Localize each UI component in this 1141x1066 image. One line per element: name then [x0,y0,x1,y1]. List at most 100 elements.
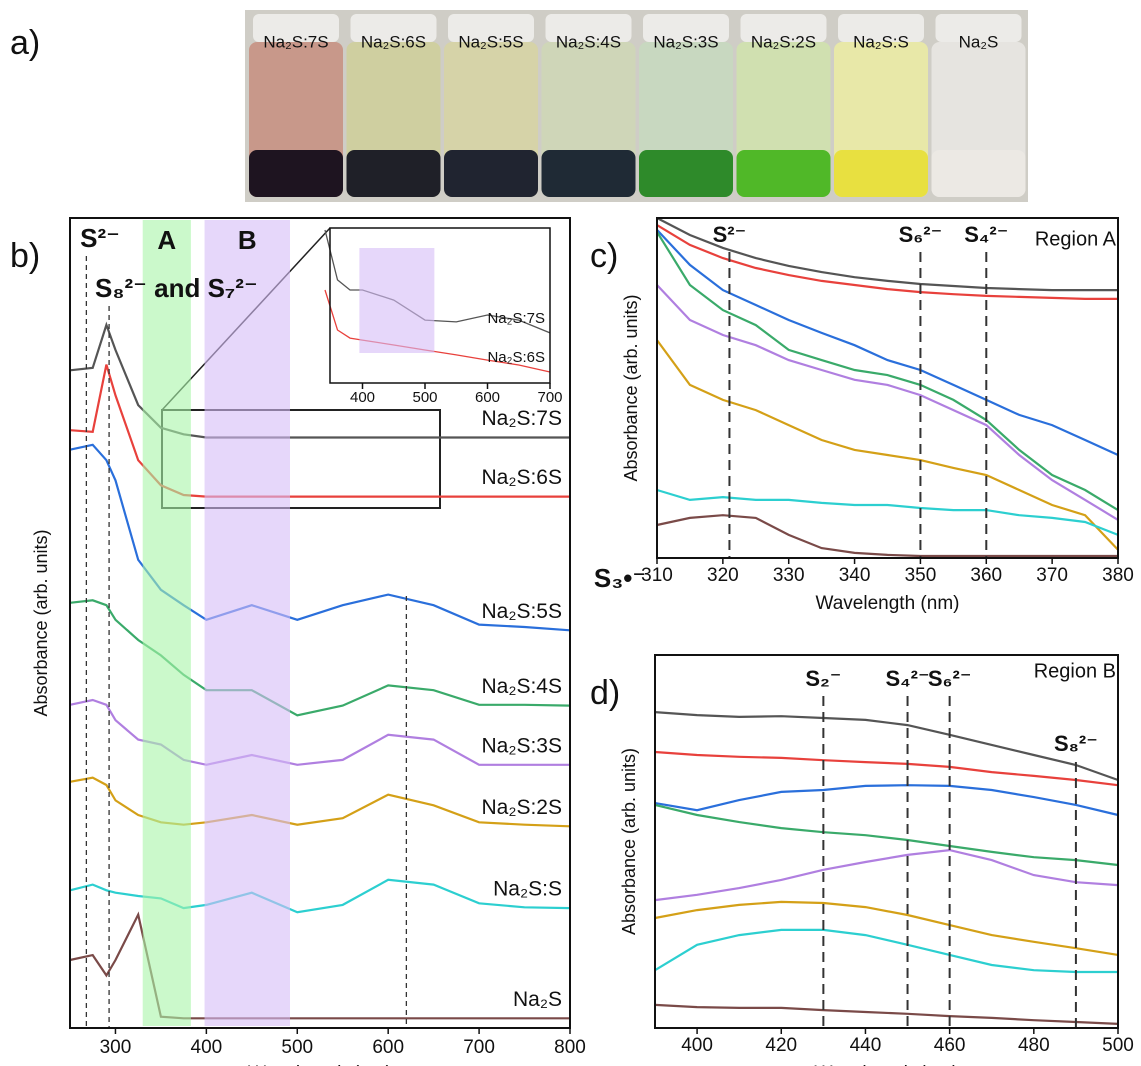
vial-label: Na₂S [959,32,999,51]
species-label: S₈²⁻ [1054,731,1098,756]
region [142,220,191,1026]
plot-frame [656,217,1119,559]
series-label: Na₂S:S [493,878,562,901]
vial-label: Na₂S:6S [361,32,426,51]
vial-cap [545,14,632,42]
region [204,220,290,1026]
x-tick-label: 350 [905,565,937,586]
spectrum-line [654,711,1119,782]
species-label: S₆²⁻ [899,222,943,247]
x-axis-label: Wavelength (nm) [248,1063,392,1066]
vial-label: Na₂S:5S [458,32,523,51]
series-label: Na₂S:7S [487,310,545,327]
x-tick-label: 460 [934,1035,966,1056]
spectrum-line [656,514,1118,558]
spectrum-line [656,488,1119,536]
x-tick-label: 320 [707,565,739,586]
series-label: Na₂S:5S [481,600,562,623]
spectrum-line [654,750,1119,787]
plot-frame [654,654,1119,1029]
spectrum-line [656,231,1119,512]
series-label: Na₂S [513,988,562,1011]
x-tick-label: 400 [681,1035,713,1056]
y-axis-label: Absorbance (arb. units) [621,294,641,481]
panel-label: d) [590,674,620,712]
species-label: S₂⁻ [805,666,841,691]
series-label: Na₂S:6S [481,466,562,489]
spectrum-line [654,928,1118,974]
series-label: Na₂S:7S [481,407,562,430]
vial-label: Na₂S:7S [263,32,328,51]
y-axis-label: Absorbance (arb. units) [619,748,639,935]
region-label: A [157,225,176,255]
spectrum-line [654,803,1119,867]
species-label: S₈²⁻ and S₇²⁻ [95,273,258,303]
panel-label: c) [590,237,618,275]
vial-label: Na₂S:2S [751,32,816,51]
spectrum-line [656,217,1118,292]
x-axis-label: Wavelength (nm) [816,593,960,614]
vial-liquid [834,150,928,197]
panel-label: b) [10,237,40,275]
species-label: S²⁻ [713,222,747,247]
vial-cap [350,14,437,42]
species-label: S₃•⁻ [594,563,646,593]
spectrum-line [656,284,1119,521]
x-tick-label: 380 [1102,565,1134,586]
x-tick-label: 500 [412,389,437,406]
species-label: S₄²⁻ [964,222,1008,247]
vial-label: Na₂S:3S [653,32,718,51]
x-tick-label: 480 [1018,1035,1050,1056]
zoom-box [161,409,441,509]
vial-liquid [639,150,733,197]
vials: Na₂S:7S Na₂S:6S Na₂S:5S Na₂S:4S Na₂S:3S Na₂S:… [249,14,1026,197]
x-tick-label: 440 [850,1035,882,1056]
series-label: Na₂S:2S [481,796,562,819]
spectrum-line [654,900,1119,956]
vial-cap [448,14,534,42]
x-tick-label: 360 [970,565,1002,586]
vial-cap [838,14,924,42]
region [359,248,435,353]
x-axis-label: Wavelength (nm) [815,1063,959,1066]
x-tick-label: 420 [765,1035,797,1056]
plot-frame [329,227,551,384]
x-tick-label: 310 [641,565,673,586]
vial-cap [253,14,339,42]
vial-cap [643,14,729,42]
spectrum-line [654,1003,1119,1025]
region-annotation: Region B [1034,660,1116,682]
x-tick-label: 400 [191,1037,223,1058]
vial-label: Na₂S:S [853,32,909,51]
series-label: Na₂S:4S [481,675,562,698]
vial-cap [935,14,1022,42]
x-tick-label: 600 [475,389,500,406]
vial-liquid [346,150,441,197]
spectrum-line [656,339,1119,551]
x-tick-label: 370 [1036,565,1068,586]
spectrum-line [654,784,1119,817]
x-tick-label: 340 [839,565,871,586]
x-tick-label: 500 [281,1037,313,1058]
vial-liquid [444,150,538,197]
region-label: B [238,225,257,255]
species-label: S₆²⁻ [928,666,972,691]
spectrum-line [654,848,1119,902]
panel-label: a) [10,24,40,62]
vial-liquid [931,150,1026,197]
x-tick-label: 600 [372,1037,404,1058]
x-tick-label: 330 [773,565,805,586]
vial-liquid [249,150,343,197]
spectrum-line [656,229,1119,457]
x-tick-label: 700 [537,389,562,406]
y-axis-label: Absorbance (arb. units) [31,529,51,716]
x-tick-label: 500 [1102,1035,1134,1056]
x-tick-label: 400 [350,389,375,406]
series-label: Na₂S:3S [481,734,562,757]
region-annotation: Region A [1035,228,1117,250]
x-tick-label: 800 [554,1037,586,1058]
species-label: S²⁻ [80,223,120,253]
spectrum-line [656,224,1118,300]
x-tick-label: 300 [100,1037,132,1058]
